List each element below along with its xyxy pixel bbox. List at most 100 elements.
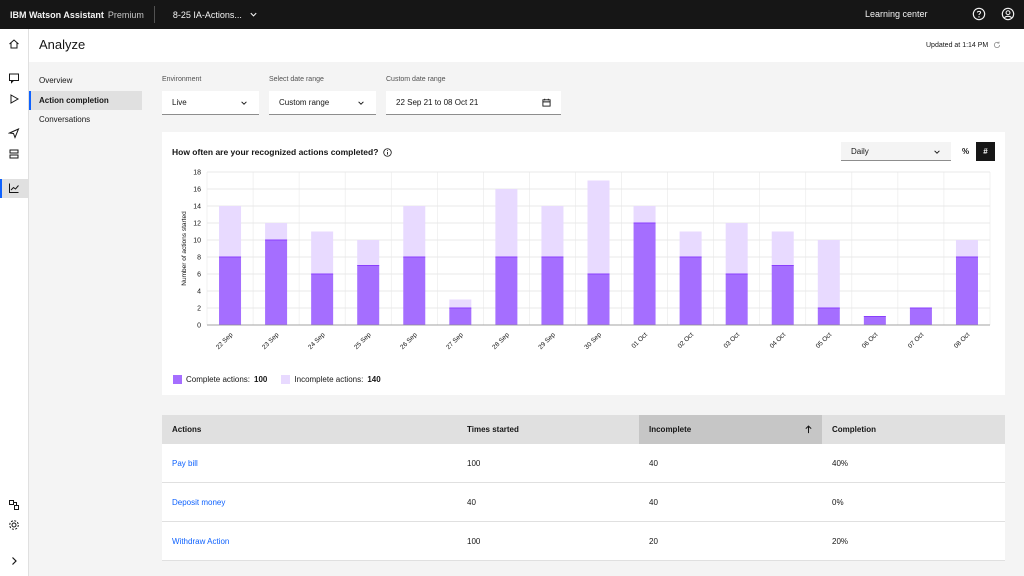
preview-icon[interactable] (7, 92, 21, 106)
bar-incomplete (541, 206, 564, 257)
action-link[interactable]: Withdraw Action (172, 537, 230, 546)
x-tick-label: 02 Oct (677, 331, 696, 350)
bar-complete (587, 274, 610, 325)
x-tick-label: 08 Oct (953, 331, 972, 350)
subnav-action-completion[interactable]: Action completion (29, 91, 142, 110)
action-cell: Deposit money (162, 483, 457, 522)
x-tick-label: 05 Oct (815, 331, 834, 350)
y-tick-label: 6 (197, 272, 201, 279)
date-range-select[interactable]: Custom range (269, 91, 376, 115)
x-tick-label: 01 Oct (630, 331, 649, 350)
granularity-select[interactable]: Daily (841, 142, 951, 161)
x-tick-label: 27 Sep (445, 331, 465, 351)
completion-cell: 40% (832, 459, 849, 468)
date-range-value: Custom range (279, 98, 330, 107)
chart-title: How often are your recognized actions co… (172, 147, 393, 157)
environments-icon[interactable] (7, 147, 21, 161)
y-tick-label: 4 (197, 289, 201, 296)
bar-complete (679, 257, 702, 325)
legend-complete-label: Complete actions: (186, 375, 251, 384)
bar-complete (311, 274, 334, 325)
bar-complete (265, 240, 288, 325)
y-axis-label: Number of actions started (181, 211, 188, 286)
subnav-overview[interactable]: Overview (39, 76, 73, 85)
y-tick-label: 16 (193, 187, 201, 194)
x-tick-label: 28 Sep (491, 331, 511, 351)
bar-incomplete (403, 206, 426, 257)
legend-complete-value: 100 (254, 375, 268, 384)
updated-text: Updated at 1:14 PM (926, 41, 989, 49)
times-started-cell: 40 (467, 498, 476, 507)
x-tick-label: 07 Oct (907, 331, 926, 350)
brand-plan: Premium (107, 9, 144, 20)
sort-ascending-icon[interactable] (804, 425, 813, 434)
bar-complete (725, 274, 748, 325)
count-toggle[interactable]: # (976, 142, 995, 161)
learning-center-link[interactable]: Learning center (865, 9, 928, 19)
x-tick-label: 24 Sep (307, 331, 327, 351)
user-avatar-icon[interactable] (1001, 7, 1015, 21)
brand[interactable]: IBM Watson Assistant Premium (0, 10, 144, 20)
table-header: Actions Times started Incomplete Complet… (162, 415, 1005, 444)
column-header-incomplete[interactable]: Incomplete (639, 415, 822, 444)
bar-complete (909, 308, 932, 325)
bar-complete (955, 257, 978, 325)
environment-select[interactable]: Live (162, 91, 259, 115)
y-tick-label: 2 (197, 306, 201, 313)
column-header-times-started[interactable]: Times started (467, 425, 519, 434)
bar-complete (863, 316, 886, 325)
bar-incomplete (311, 231, 334, 274)
x-tick-label: 22 Sep (215, 331, 235, 351)
info-icon[interactable] (383, 147, 393, 157)
top-bar: IBM Watson Assistant Premium 8-25 IA-Act… (0, 0, 1024, 29)
bar-incomplete (587, 180, 610, 274)
column-header-actions[interactable]: Actions (172, 425, 202, 434)
column-header-completion[interactable]: Completion (832, 425, 876, 434)
x-tick-label: 04 Oct (769, 331, 788, 350)
y-tick-label: 18 (193, 170, 201, 177)
workspace-switcher[interactable]: 8-25 IA-Actions... (173, 10, 258, 20)
action-link[interactable]: Pay bill (172, 459, 198, 468)
bar-complete (403, 257, 426, 325)
home-icon[interactable] (7, 37, 21, 51)
x-tick-label: 25 Sep (353, 331, 373, 351)
bar-complete (357, 265, 380, 325)
custom-date-input[interactable]: 22 Sep 21 to 08 Oct 21 (386, 91, 561, 115)
table-row: Withdraw Action 100 20 20% (162, 522, 1005, 561)
completion-cell: 0% (832, 498, 844, 507)
x-tick-label: 30 Sep (583, 331, 603, 351)
stacked-bar-chart: 0 2 4 6 8 10 12 14 16 18 22 Sep 23 Sep 24 Sep 25 Sep 2… (181, 170, 991, 351)
action-link[interactable]: Deposit money (172, 498, 226, 507)
brand-name: IBM Watson Assistant (10, 9, 104, 20)
legend-incomplete-value: 140 (367, 375, 381, 384)
chevron-down-icon (250, 12, 257, 17)
bar-incomplete (357, 240, 380, 266)
times-started-cell: 100 (467, 537, 481, 546)
help-icon[interactable] (972, 7, 986, 21)
left-rail (0, 29, 29, 576)
integrations-icon[interactable] (7, 498, 21, 512)
bar-incomplete (495, 189, 518, 257)
bar-incomplete (679, 231, 702, 257)
bar-complete (771, 265, 794, 325)
actions-icon[interactable] (7, 71, 21, 85)
x-tick-label: 26 Sep (399, 331, 419, 351)
y-tick-label: 0 (197, 323, 201, 330)
bar-complete (219, 257, 242, 325)
analyze-icon[interactable] (7, 181, 21, 195)
expand-icon[interactable] (7, 554, 21, 568)
incomplete-cell: 20 (649, 537, 658, 546)
y-tick-label: 10 (193, 238, 201, 245)
subnav-conversations[interactable]: Conversations (39, 115, 91, 124)
bar-complete (449, 308, 472, 325)
bar-complete (817, 308, 840, 325)
legend-incomplete-label: Incomplete actions: (294, 375, 364, 384)
calendar-icon[interactable] (542, 98, 551, 107)
settings-icon[interactable] (7, 518, 21, 532)
percent-toggle[interactable]: % (956, 142, 975, 161)
incomplete-cell: 40 (649, 459, 658, 468)
publish-icon[interactable] (7, 126, 21, 140)
bar-incomplete (219, 206, 242, 257)
refresh-icon[interactable] (993, 41, 1001, 49)
completion-cell: 20% (832, 537, 849, 546)
